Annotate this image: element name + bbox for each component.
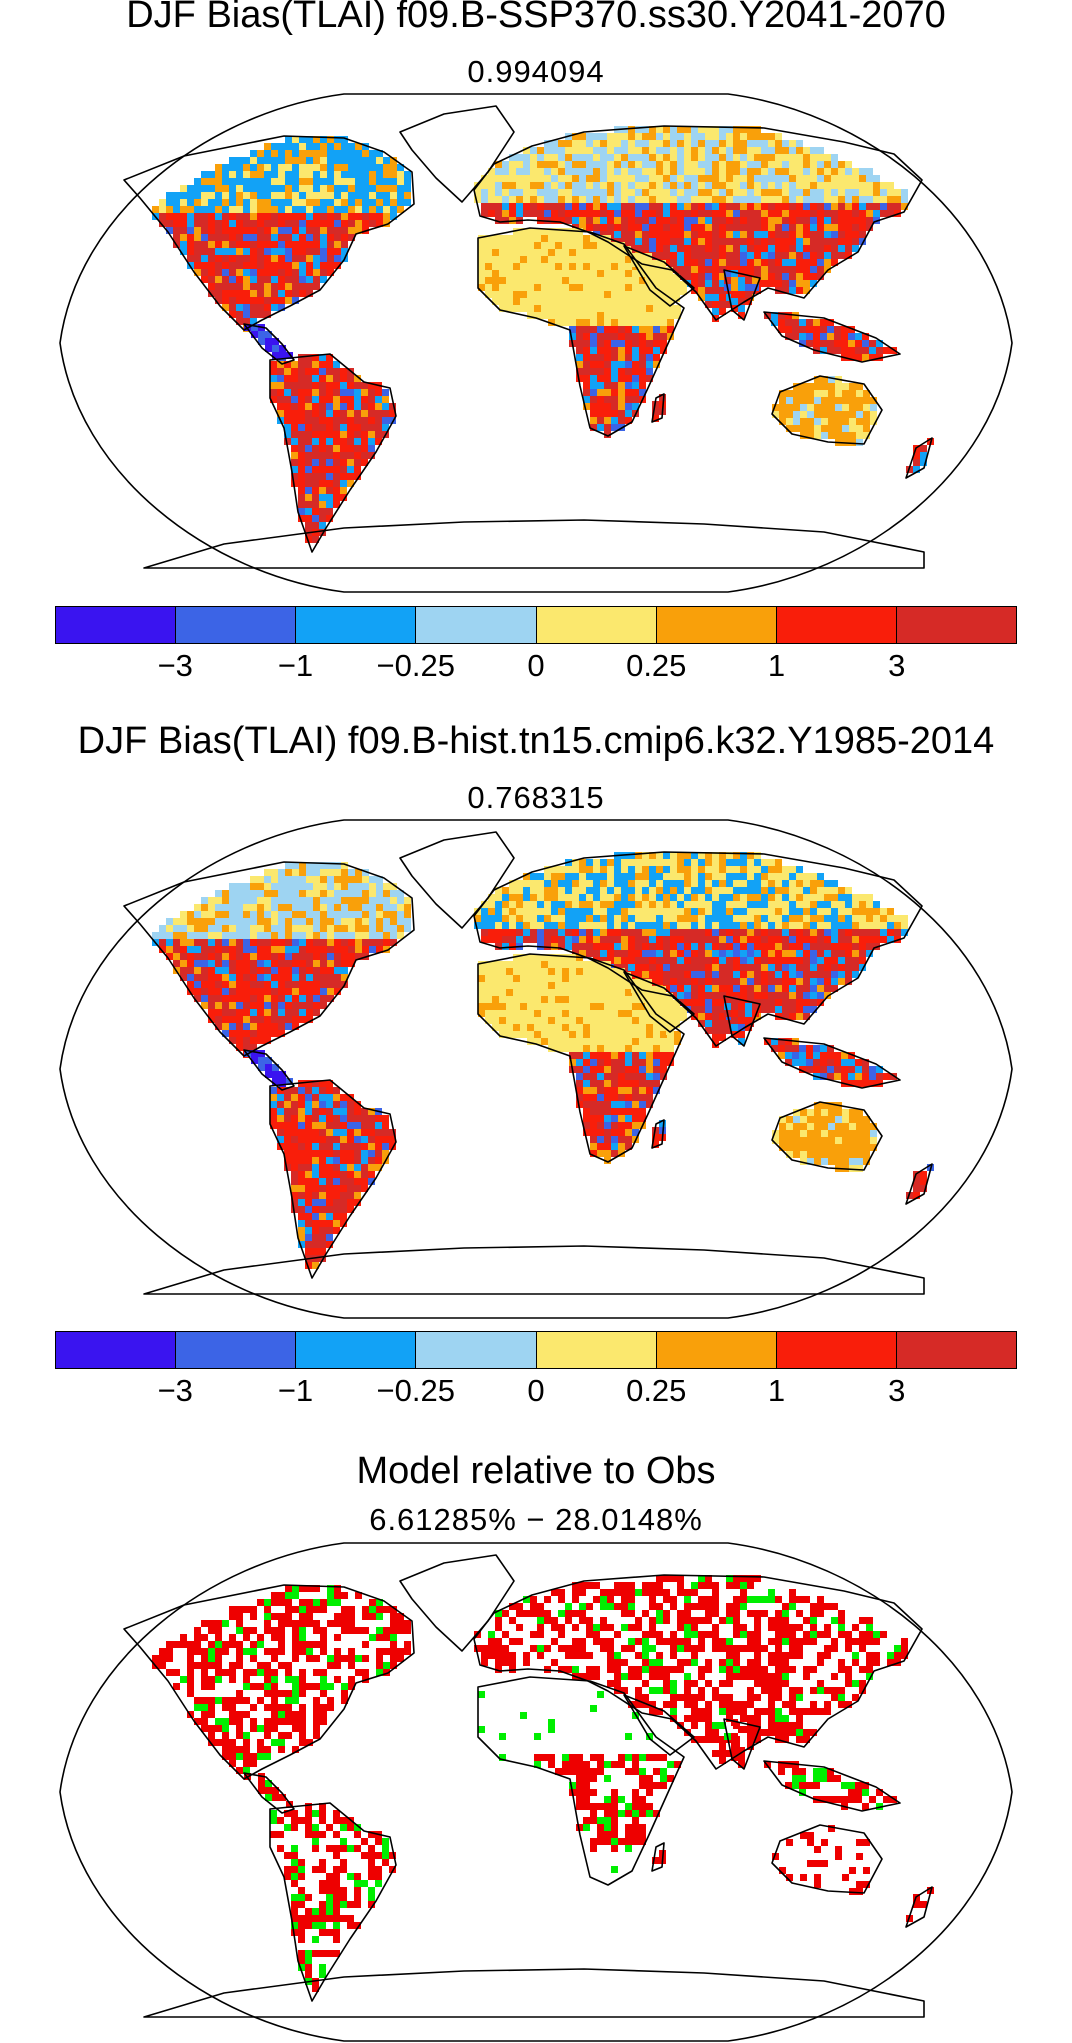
colorbar-tick-label: 0.25 <box>626 648 687 683</box>
panel1-title: DJF Bias(TLAI) f09.B-SSP370.ss30.Y2041-2… <box>126 0 946 36</box>
coastline-antarctica <box>143 1968 925 2018</box>
colorbar-swatch <box>296 1332 417 1368</box>
colorbar-swatch <box>896 1332 1016 1368</box>
map-border <box>59 819 1013 1319</box>
colorbar-swatch <box>56 1332 177 1368</box>
coastline-eurasia <box>473 1574 923 1770</box>
panel3-subtitle: 6.61285% − 28.0148% <box>369 1502 703 1537</box>
colorbar-tick-label: 3 <box>888 648 906 683</box>
colorbar-swatch <box>656 1332 777 1368</box>
colorbar-swatch <box>416 607 537 643</box>
coastline-africa <box>477 953 685 1163</box>
coastline-southAmerica <box>269 353 397 553</box>
coastline-australia <box>771 1824 883 1894</box>
coastline-nz <box>905 1886 933 1928</box>
colorbar-tick-label: −1 <box>277 1373 314 1408</box>
coastline-india <box>723 1718 761 1770</box>
panel2-subtitle: 0.768315 <box>467 780 605 815</box>
coastline-antarctica <box>143 519 925 569</box>
colorbar-swatch <box>776 1332 897 1368</box>
colorbar-swatch <box>656 607 777 643</box>
coastline-india <box>723 269 761 321</box>
coastline-madagascar <box>651 1119 665 1149</box>
colorbar-tick-label: 1 <box>767 1373 786 1408</box>
colorbar-swatch <box>296 607 417 643</box>
colorbar-tick-label: 0 <box>527 648 545 683</box>
colorbar-tick-label: −3 <box>157 648 193 683</box>
coastline-centralAmerica <box>243 323 295 365</box>
colorbar-tick-label: 3 <box>888 1373 906 1408</box>
coastline-centralAmerica <box>243 1049 295 1091</box>
coastline-eurasia <box>473 125 923 321</box>
coastline-antarctica <box>143 1245 925 1295</box>
coastline-nz <box>905 1163 933 1205</box>
field-cells <box>152 852 934 1269</box>
coastline-centralAmerica <box>243 1772 295 1814</box>
panel3-title: Model relative to Obs <box>356 1450 716 1492</box>
coastline-greenland <box>399 1554 515 1652</box>
coastline-africa <box>477 227 685 437</box>
coastline-seAsia <box>763 311 901 363</box>
panel1-colorbar <box>55 606 1017 644</box>
map-border <box>59 1542 1013 2042</box>
coastline-arabia <box>623 1694 695 1756</box>
panel3-map <box>59 1542 1013 2042</box>
coastline-southAmerica <box>269 1802 397 2002</box>
colorbar-tick-label: 0 <box>527 1373 545 1408</box>
colorbar-swatch <box>536 1332 657 1368</box>
coastline-arabia <box>623 245 695 307</box>
coastline-southAmerica <box>269 1079 397 1279</box>
coastline-northAmerica <box>123 1584 415 1780</box>
colorbar-swatch <box>536 607 657 643</box>
field-cells <box>152 1575 934 1992</box>
coastline-northAmerica <box>123 861 415 1057</box>
colorbar-swatch <box>176 1332 297 1368</box>
colorbar-swatch <box>176 607 297 643</box>
colorbar-swatch <box>416 1332 537 1368</box>
panel2-title: DJF Bias(TLAI) f09.B-hist.tn15.cmip6.k32… <box>77 720 995 762</box>
colorbar-tick-label: 1 <box>767 648 786 683</box>
coastline-madagascar <box>651 393 665 423</box>
coastline-australia <box>771 1101 883 1171</box>
panel1-map <box>59 93 1013 593</box>
colorbar-tick-label: −1 <box>277 648 314 683</box>
coastline-africa <box>477 1676 685 1886</box>
colorbar-tick-label: −3 <box>157 1373 193 1408</box>
coastline-australia <box>771 375 883 445</box>
coastline-india <box>723 995 761 1047</box>
panel2-colorbar <box>55 1331 1017 1369</box>
coastline-northAmerica <box>123 135 415 331</box>
field-cells <box>152 126 934 543</box>
colorbar-tick-label: 0.25 <box>626 1373 687 1408</box>
colorbar-tick-label: −0.25 <box>376 1373 455 1408</box>
coastline-seAsia <box>763 1760 901 1812</box>
colorbar-swatch <box>776 607 897 643</box>
coastline-seAsia <box>763 1037 901 1089</box>
coastline-arabia <box>623 971 695 1033</box>
coastline-eurasia <box>473 851 923 1047</box>
map-border <box>59 93 1013 593</box>
coastline-madagascar <box>651 1842 665 1872</box>
colorbar-swatch <box>56 607 177 643</box>
panel1-subtitle: 0.994094 <box>467 54 605 89</box>
colorbar-tick-label: −0.25 <box>376 648 455 683</box>
coastline-nz <box>905 437 933 479</box>
panel2-map <box>59 819 1013 1319</box>
colorbar-swatch <box>896 607 1016 643</box>
